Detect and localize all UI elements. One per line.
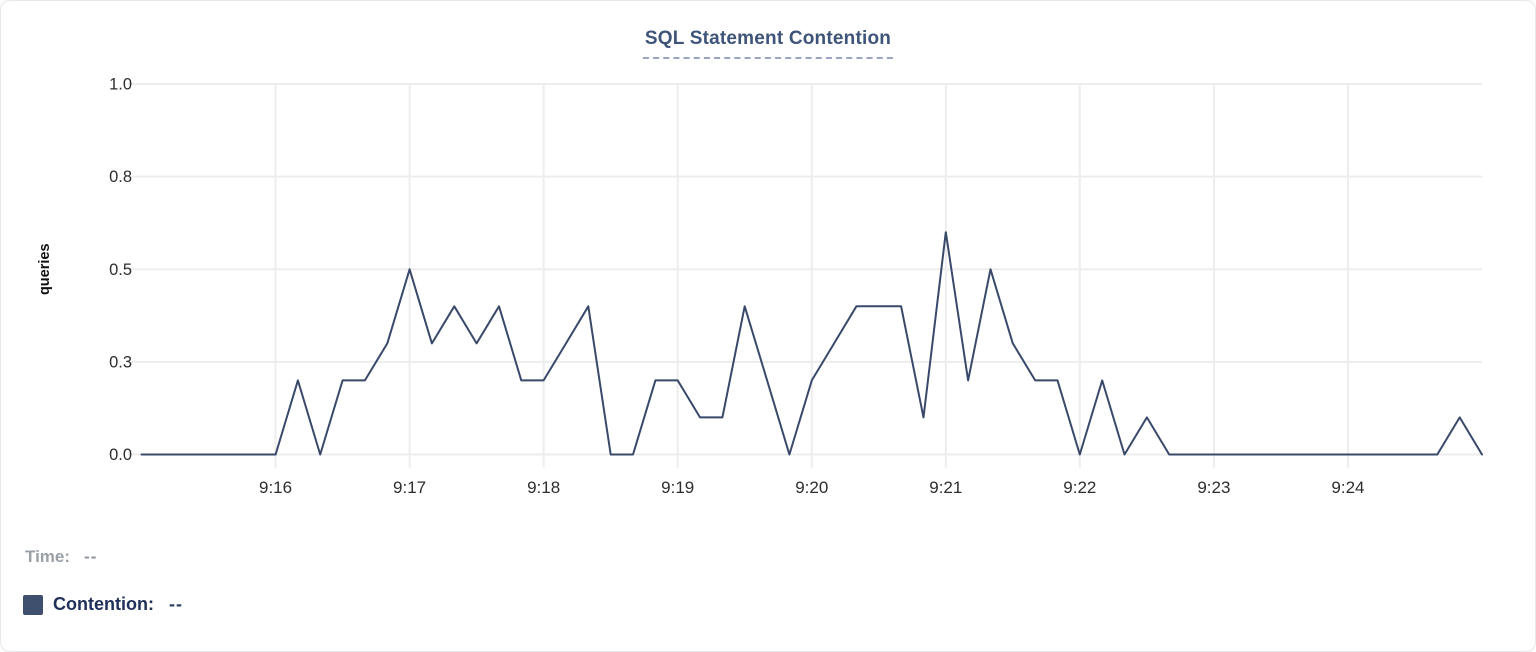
series-line-contention [140,231,1483,456]
y-tick-label: 0.8 [109,168,132,186]
y-tick-label: 0.5 [109,261,132,279]
x-tick-label: 9:18 [527,478,560,497]
legend-item-contention[interactable]: Contention: -- [23,594,183,615]
x-tick-label: 9:22 [1063,478,1096,497]
y-tick-label: 0.0 [109,446,132,464]
y-tick-label: 1.0 [109,76,132,94]
x-tick-label: 9:17 [393,478,426,497]
time-label: Time: [25,547,71,566]
legend-value: -- [168,594,183,614]
legend-swatch-icon [23,594,43,615]
x-tick-label: 9:24 [1331,478,1364,497]
y-tick-label: 0.3 [109,353,132,371]
x-tick-label: 9:23 [1197,478,1230,497]
chart-title[interactable]: SQL Statement Contention [642,28,894,59]
x-tick-label: 9:16 [259,478,292,497]
time-value: -- [84,547,98,566]
x-tick-label: 9:19 [661,478,694,497]
x-tick-label: 9:21 [929,478,962,497]
legend-label: Contention: [53,594,154,614]
x-tick-label: 9:20 [795,478,828,497]
y-axis-title: queries [37,243,53,295]
hover-time-readout: Time: -- [25,547,97,567]
